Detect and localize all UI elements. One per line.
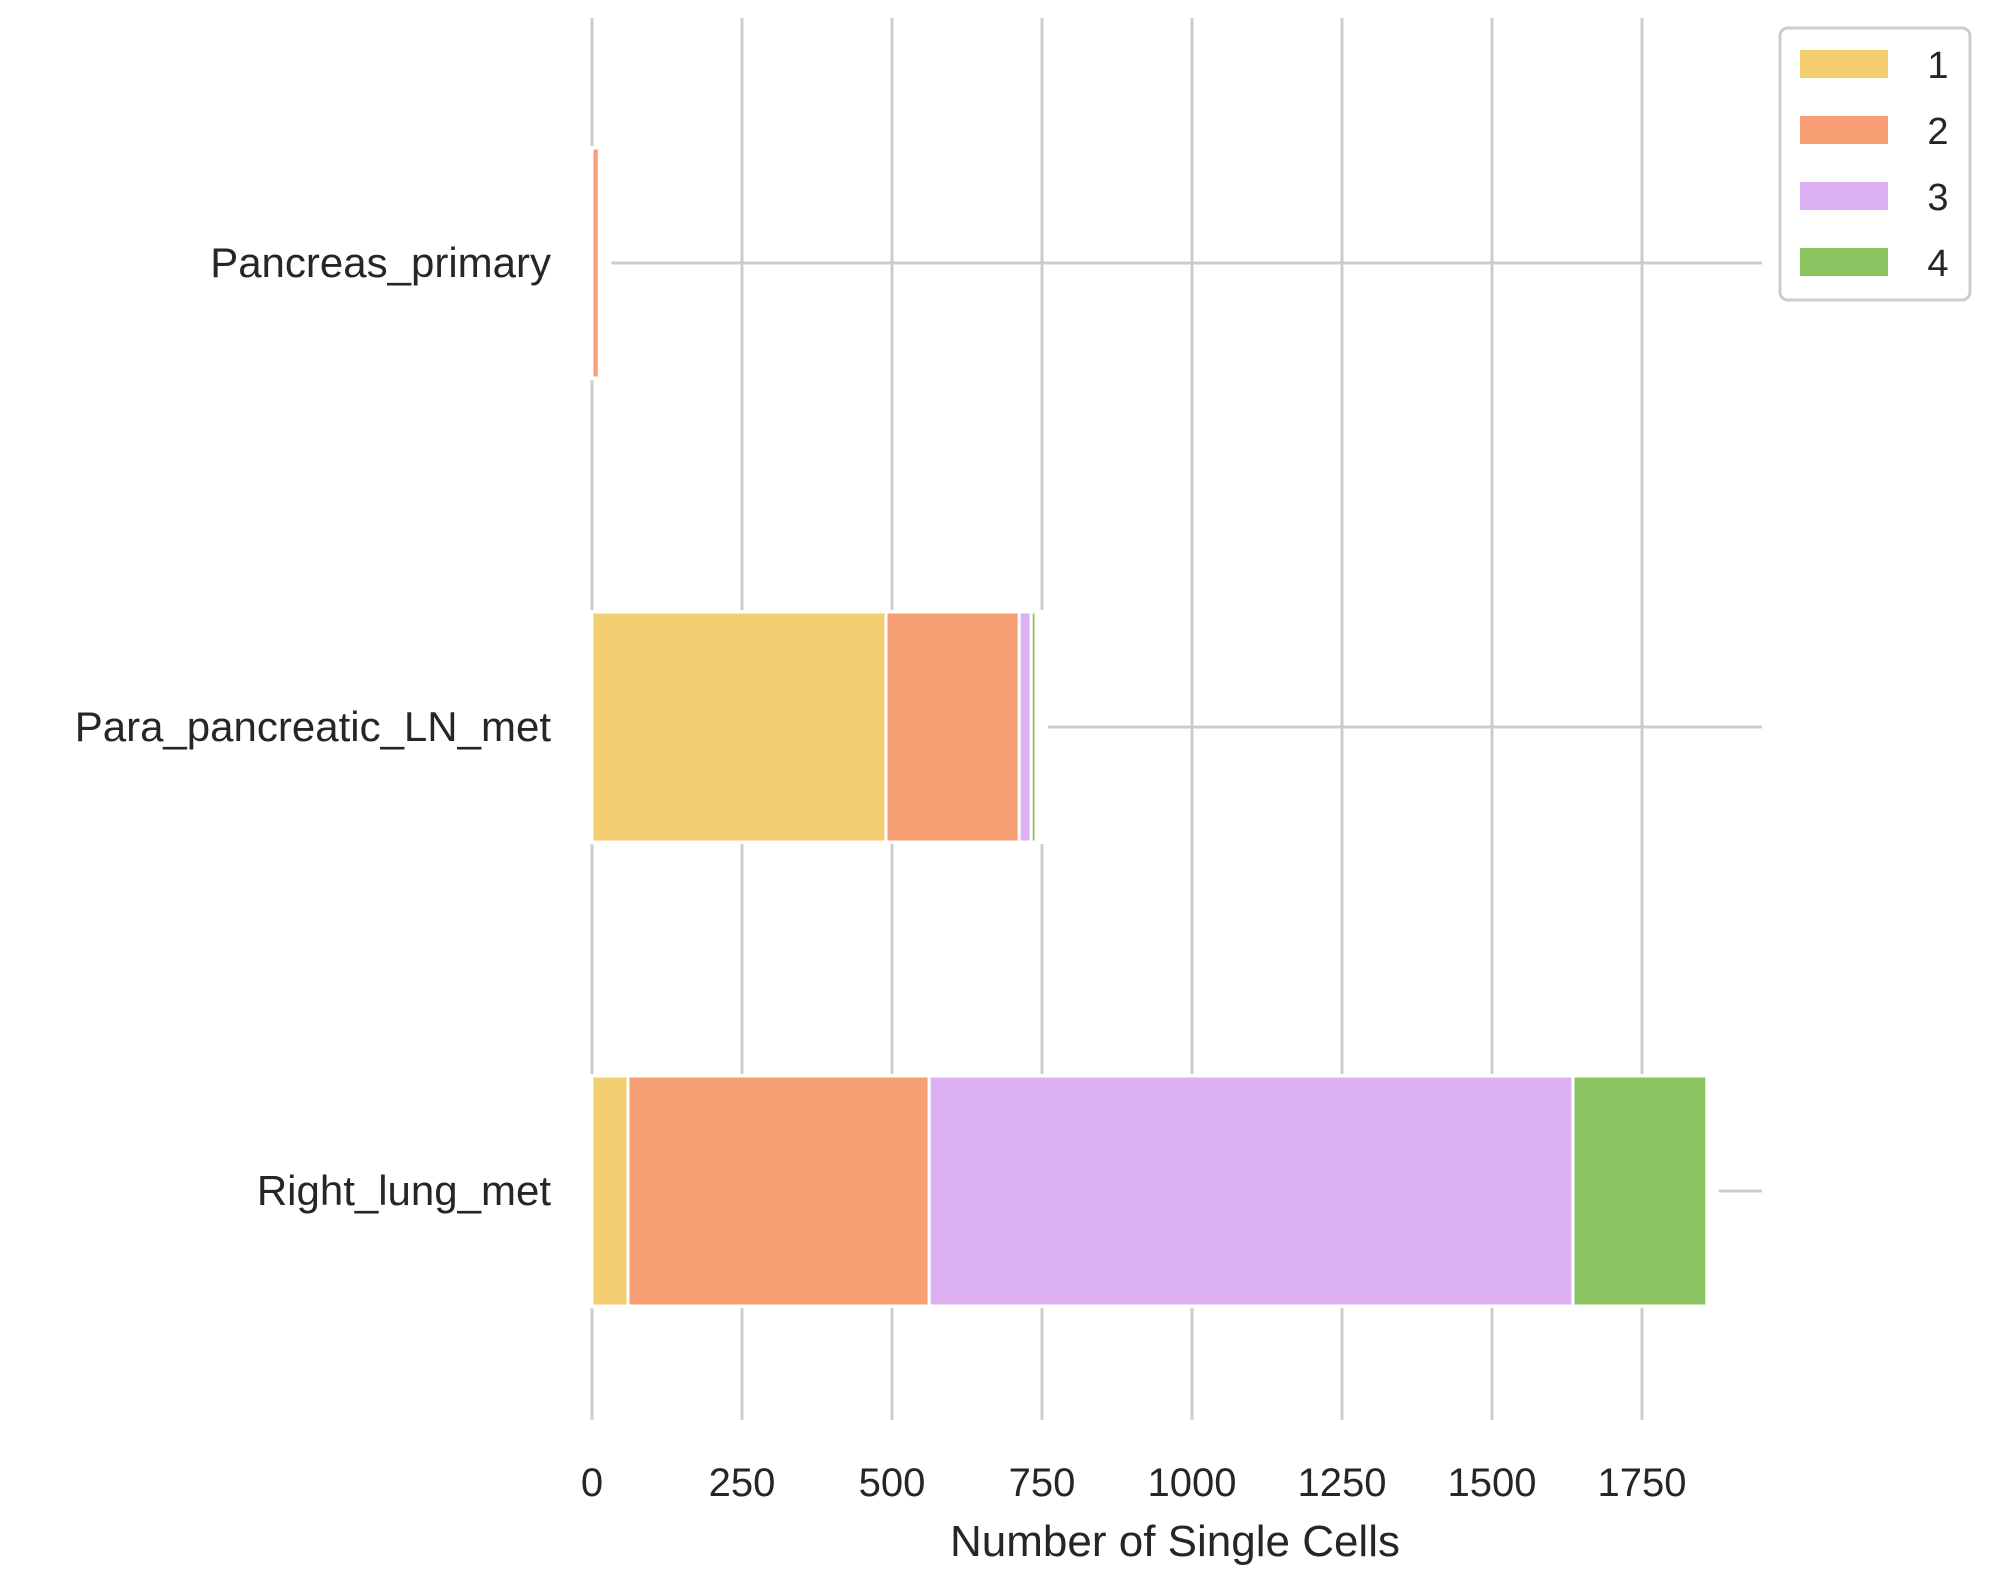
legend: 1 2 3 4 — [1778, 26, 1972, 302]
legend-swatch-2 — [1800, 116, 1888, 144]
bar-Right_lung_met-series-4 — [1571, 1074, 1709, 1308]
legend-box — [1778, 26, 1972, 302]
bar-Right_lung_met-series-2 — [626, 1074, 931, 1308]
x-tick-label: 1000 — [1148, 1461, 1237, 1505]
bar-Pancreas_primary-series-2 — [590, 146, 601, 380]
bar-Para_pancreatic_LN_met-series-1 — [590, 610, 888, 844]
legend-swatch-4 — [1800, 248, 1888, 276]
x-tick-label: 250 — [709, 1461, 776, 1505]
bar-Right_lung_met-series-1 — [590, 1074, 630, 1308]
y-tick-label: Right_lung_met — [257, 1167, 552, 1214]
x-tick-label: 0 — [581, 1461, 603, 1505]
x-tick-labels: 0 250 500 750 1000 1250 1500 1750 — [581, 1461, 1687, 1505]
legend-swatch-1 — [1800, 50, 1888, 78]
legend-label: 1 — [1927, 45, 1948, 87]
y-tick-labels: Pancreas_primary Para_pancreatic_LN_met Ri… — [75, 239, 552, 1214]
bar-Para_pancreatic_LN_met-series-4 — [1029, 610, 1038, 844]
bar-Para_pancreatic_LN_met-series-3 — [1017, 610, 1033, 844]
bar-Right_lung_met-series-3 — [927, 1074, 1575, 1308]
legend-label: 2 — [1927, 111, 1948, 153]
y-tick-label: Pancreas_primary — [210, 239, 551, 286]
y-tick-label: Para_pancreatic_LN_met — [75, 703, 552, 750]
x-axis-title: Number of Single Cells — [950, 1517, 1400, 1566]
legend-label: 3 — [1927, 177, 1948, 219]
x-tick-label: 500 — [859, 1461, 926, 1505]
x-tick-label: 1500 — [1448, 1461, 1537, 1505]
x-tick-label: 1750 — [1598, 1461, 1687, 1505]
bar-Para_pancreatic_LN_met-series-2 — [884, 610, 1021, 844]
x-tick-label: 750 — [1009, 1461, 1076, 1505]
bars — [588, 146, 1719, 1308]
legend-swatch-3 — [1800, 182, 1888, 210]
x-tick-label: 1250 — [1298, 1461, 1387, 1505]
legend-label: 4 — [1927, 243, 1948, 285]
